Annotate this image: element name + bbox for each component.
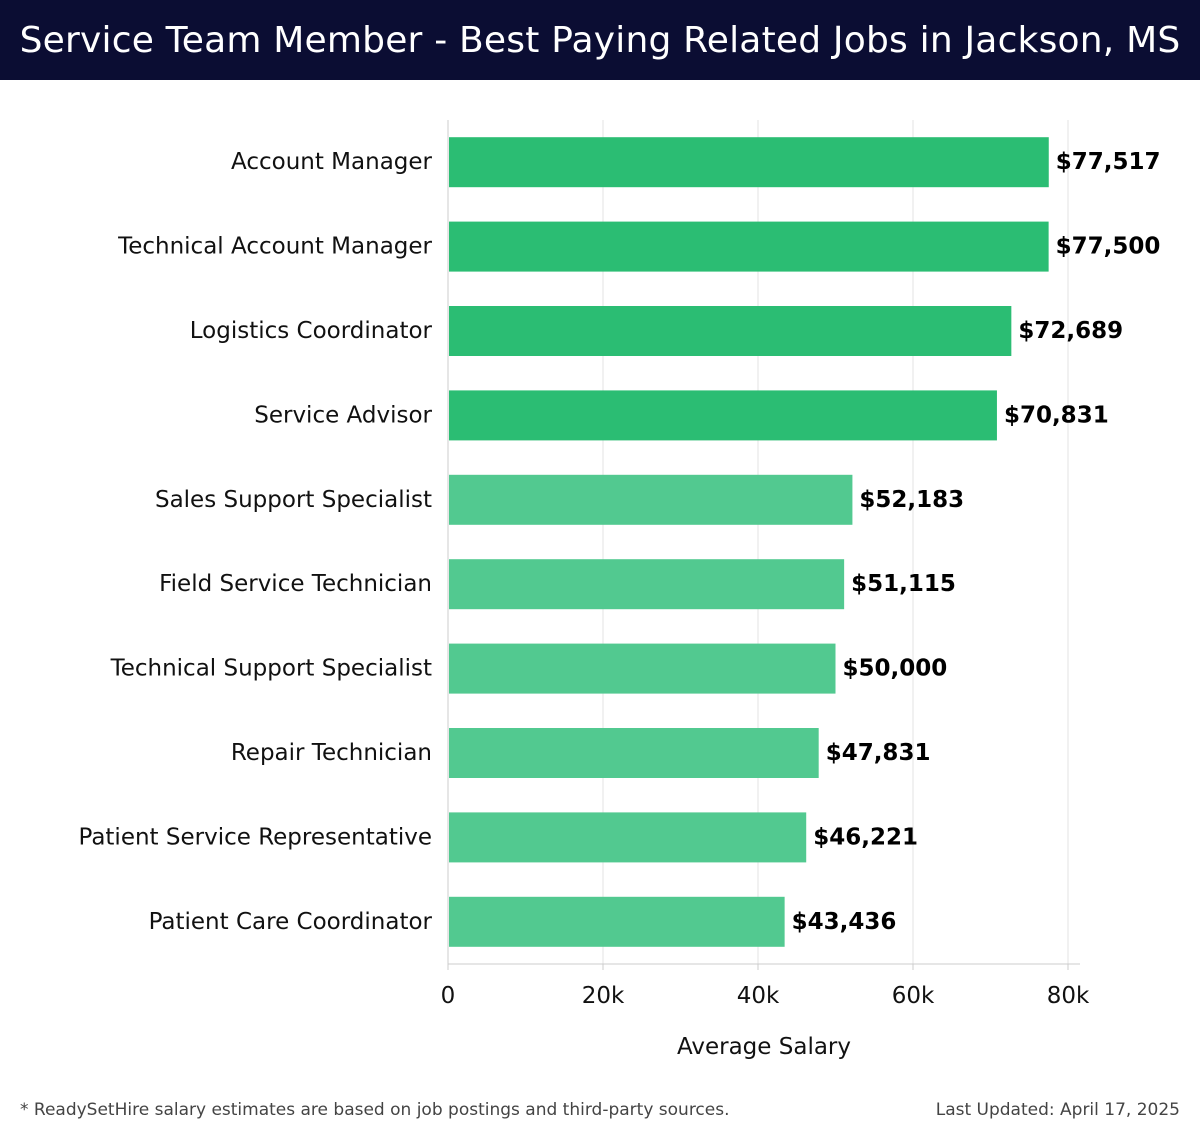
category-label: Logistics Coordinator	[190, 318, 433, 344]
bar	[449, 306, 1012, 356]
axis-layer: 0 20k 40k 60k 80k Average Salary	[441, 120, 1090, 1060]
x-tick-label: 60k	[892, 983, 935, 1009]
value-label: $51,115	[851, 571, 956, 597]
value-label: $77,517	[1056, 149, 1161, 175]
bar	[449, 812, 807, 863]
bar	[449, 474, 853, 525]
bar	[449, 137, 1049, 188]
category-label: Technical Support Specialist	[110, 656, 432, 682]
bar	[449, 643, 836, 694]
chart-header: Service Team Member - Best Paying Relate…	[0, 0, 1200, 80]
chart-title: Service Team Member - Best Paying Relate…	[19, 19, 1181, 61]
x-tick-label: 40k	[737, 983, 780, 1009]
bar	[449, 390, 997, 441]
value-label: $47,831	[826, 740, 931, 766]
category-label: Account Manager	[231, 149, 433, 175]
category-label: Field Service Technician	[159, 571, 432, 597]
value-label: $50,000	[843, 656, 948, 682]
bar-layer	[449, 137, 1049, 947]
bar	[449, 728, 819, 778]
bar	[449, 559, 845, 610]
value-label: $52,183	[859, 487, 964, 513]
category-label: Sales Support Specialist	[155, 487, 432, 513]
category-label: Patient Service Representative	[78, 824, 432, 850]
value-label: $46,221	[813, 824, 918, 850]
label-layer: Account Manager $77,517 Technical Account …	[78, 149, 1160, 935]
last-updated: Last Updated: April 17, 2025	[935, 1100, 1180, 1120]
value-label: $70,831	[1004, 402, 1109, 428]
category-label: Service Advisor	[254, 402, 432, 428]
category-label: Technical Account Manager	[117, 234, 432, 260]
category-label: Repair Technician	[231, 740, 432, 766]
value-label: $72,689	[1018, 318, 1123, 344]
value-label: $77,500	[1056, 234, 1161, 260]
x-tick-label: 80k	[1047, 983, 1090, 1009]
x-tick-label: 20k	[582, 983, 625, 1009]
bar	[449, 896, 785, 947]
x-axis-title: Average Salary	[677, 1034, 851, 1060]
category-label: Patient Care Coordinator	[149, 909, 433, 935]
footer-note: * ReadySetHire salary estimates are base…	[20, 1100, 730, 1120]
value-label: $43,436	[792, 909, 897, 935]
bar	[449, 221, 1049, 272]
x-tick-label: 0	[441, 983, 456, 1009]
